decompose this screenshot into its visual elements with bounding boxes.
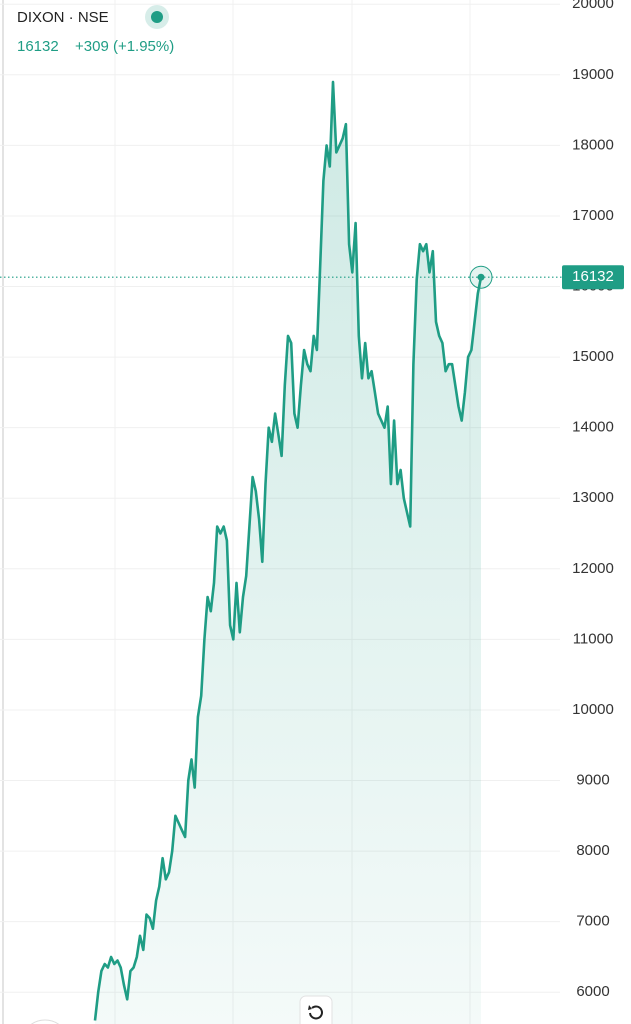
y-tick-label: 19000 <box>572 66 614 83</box>
reset-arrow <box>308 1005 312 1010</box>
symbol-title: DIXON · NSE <box>17 9 109 26</box>
reset-icon <box>309 1005 323 1020</box>
price-line <box>93 80 483 1021</box>
y-tick-label: 10000 <box>572 701 614 718</box>
price-change: +309 (+1.95%) <box>75 38 174 55</box>
y-tick-label: 12000 <box>572 560 614 577</box>
y-tick-label: 9000 <box>576 771 609 788</box>
y-tick-label: 18000 <box>572 136 614 153</box>
y-tick-label: 20000 <box>572 0 614 12</box>
plot <box>0 3 560 1024</box>
y-tick-label: 17000 <box>572 207 614 224</box>
price-tag: 16132 <box>572 268 614 285</box>
status-dot <box>151 11 163 23</box>
y-tick-label: 13000 <box>572 489 614 506</box>
y-tick-label: 14000 <box>572 419 614 436</box>
y-tick-label: 11000 <box>573 630 614 647</box>
y-tick-label: 15000 <box>572 348 614 365</box>
area <box>95 81 481 1024</box>
corner-button[interactable] <box>21 1019 69 1024</box>
price-tag-bg <box>562 265 624 290</box>
last-price: 16132 <box>17 38 59 55</box>
y-tick-label: 7000 <box>576 913 609 930</box>
reset-bg[interactable] <box>299 995 333 1024</box>
reset-button[interactable] <box>299 995 333 1024</box>
y-tick-label: 6000 <box>576 983 609 1000</box>
y-tick-label: 8000 <box>576 842 609 859</box>
